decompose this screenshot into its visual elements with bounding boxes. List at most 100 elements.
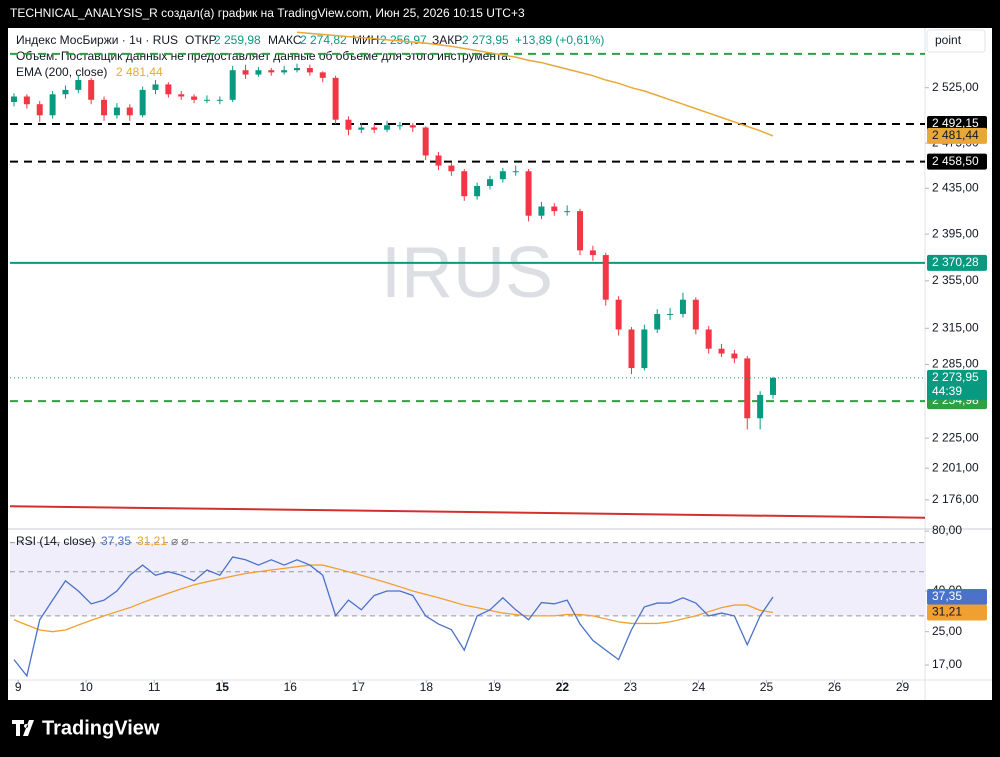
x-tick-label: 15 bbox=[216, 680, 230, 694]
x-tick-label: 26 bbox=[828, 680, 842, 694]
x-tick-label: 10 bbox=[80, 680, 94, 694]
candle-body bbox=[667, 313, 674, 315]
ema-line bbox=[296, 31, 774, 137]
candle-body bbox=[11, 96, 17, 103]
candle-body bbox=[499, 171, 506, 180]
legend-high: 2 274,82 bbox=[300, 33, 347, 47]
candle-body bbox=[345, 119, 352, 130]
y-tick-label: 2 435,00 bbox=[932, 180, 979, 194]
y-tick-label: 2 201,00 bbox=[932, 460, 979, 474]
candle-body bbox=[75, 80, 82, 90]
candle-body bbox=[113, 107, 120, 116]
logo-text: TradingView bbox=[42, 717, 160, 739]
ema-legend: EMA (200, close) bbox=[16, 65, 107, 79]
candle-body bbox=[139, 89, 146, 116]
legend-symbol: Индекс МосБиржи · 1ч · RUS bbox=[16, 33, 178, 47]
rsi-y-tick-label: 80,00 bbox=[932, 523, 962, 537]
countdown-label: 44:39 bbox=[932, 384, 962, 398]
candle-body bbox=[422, 127, 429, 156]
candle-body bbox=[744, 358, 751, 419]
candle-body bbox=[705, 329, 712, 349]
level-label: 2 492,15 bbox=[932, 116, 979, 130]
y-tick-label: 2 176,00 bbox=[932, 492, 979, 506]
y-tick-label: 2 525,00 bbox=[932, 80, 979, 94]
candle-body bbox=[229, 70, 236, 100]
x-tick-label: 24 bbox=[692, 680, 706, 694]
footer-logo: TradingView bbox=[12, 717, 160, 739]
candle-body bbox=[358, 127, 365, 130]
candle-body bbox=[268, 70, 275, 73]
y-tick-label: 2 395,00 bbox=[932, 226, 979, 240]
x-tick-label: 18 bbox=[420, 680, 434, 694]
trend-line bbox=[9, 505, 926, 519]
candle-body bbox=[461, 171, 468, 197]
candle-body bbox=[126, 107, 133, 116]
level-label-box bbox=[927, 254, 987, 271]
candle-body bbox=[294, 68, 301, 71]
rsi-legend-value: 37,35 bbox=[101, 534, 131, 548]
x-tick-label: 23 bbox=[624, 680, 638, 694]
x-tick-label: 29 bbox=[896, 680, 910, 694]
candle-body bbox=[281, 70, 288, 73]
x-tick-label: 25 bbox=[760, 680, 774, 694]
rsi-y-tick-label: 25,00 bbox=[932, 624, 962, 638]
rsi-label-box bbox=[927, 588, 987, 605]
candle-body bbox=[191, 96, 198, 100]
candle-body bbox=[49, 94, 56, 116]
x-tick-label: 17 bbox=[352, 680, 366, 694]
candle-body bbox=[384, 125, 391, 130]
ema-legend-value: 2 481,44 bbox=[116, 65, 163, 79]
rsi-label-box bbox=[927, 604, 987, 621]
candle-body bbox=[165, 84, 172, 95]
candle-body bbox=[62, 89, 69, 95]
last-price-box bbox=[927, 369, 987, 400]
x-tick-label: 16 bbox=[284, 680, 298, 694]
candle-body bbox=[718, 348, 725, 354]
level-label-box bbox=[927, 153, 987, 170]
legend-high-label: МАКС bbox=[268, 33, 302, 47]
y-tick-label: 2 355,00 bbox=[932, 273, 979, 287]
candle-body bbox=[615, 299, 622, 330]
candle-body bbox=[679, 299, 686, 314]
candle-body bbox=[242, 70, 249, 75]
scale-tab[interactable] bbox=[926, 29, 986, 53]
legend-open: 2 259,98 bbox=[214, 33, 261, 47]
candle-body bbox=[152, 84, 159, 90]
candle-body bbox=[538, 206, 545, 216]
candles bbox=[11, 63, 776, 430]
candle-body bbox=[332, 77, 339, 120]
candle-body bbox=[371, 127, 378, 130]
candle-body bbox=[474, 185, 481, 197]
candle-body bbox=[23, 96, 30, 105]
candle-body bbox=[409, 125, 416, 128]
y-tick-label: 2 315,00 bbox=[932, 320, 979, 334]
level-label: 2 458,50 bbox=[932, 154, 979, 168]
x-tick-label: 11 bbox=[148, 680, 161, 694]
candle-body bbox=[101, 99, 108, 116]
candle-body bbox=[512, 171, 519, 173]
legend-open-label: ОТКР bbox=[185, 33, 217, 47]
candle-body bbox=[589, 250, 596, 256]
candle-body bbox=[203, 99, 210, 101]
ema-label-box bbox=[927, 127, 987, 144]
rsi-axis-label: 31,21 bbox=[932, 605, 962, 619]
rsi-band bbox=[10, 542, 925, 616]
legend-low: 2 256,97 bbox=[380, 33, 427, 47]
x-tick-label: 19 bbox=[488, 680, 502, 694]
rsi-legend-extra: ⌀ ⌀ bbox=[171, 534, 189, 548]
scale-tab-label[interactable]: point bbox=[935, 33, 962, 47]
candle-body bbox=[396, 125, 403, 127]
ema-axis-label: 2 481,44 bbox=[932, 128, 979, 142]
candle-body bbox=[757, 394, 764, 419]
candle-body bbox=[731, 353, 738, 359]
candle-body bbox=[306, 68, 313, 73]
candle-body bbox=[564, 211, 571, 213]
candle-body bbox=[577, 211, 584, 251]
rsi-ma-line bbox=[13, 564, 774, 633]
rsi-legend-ma: 31,21 bbox=[137, 534, 167, 548]
rsi-legend: RSI (14, close) bbox=[16, 534, 95, 548]
candle-body bbox=[770, 377, 776, 395]
candle-body bbox=[641, 329, 648, 369]
